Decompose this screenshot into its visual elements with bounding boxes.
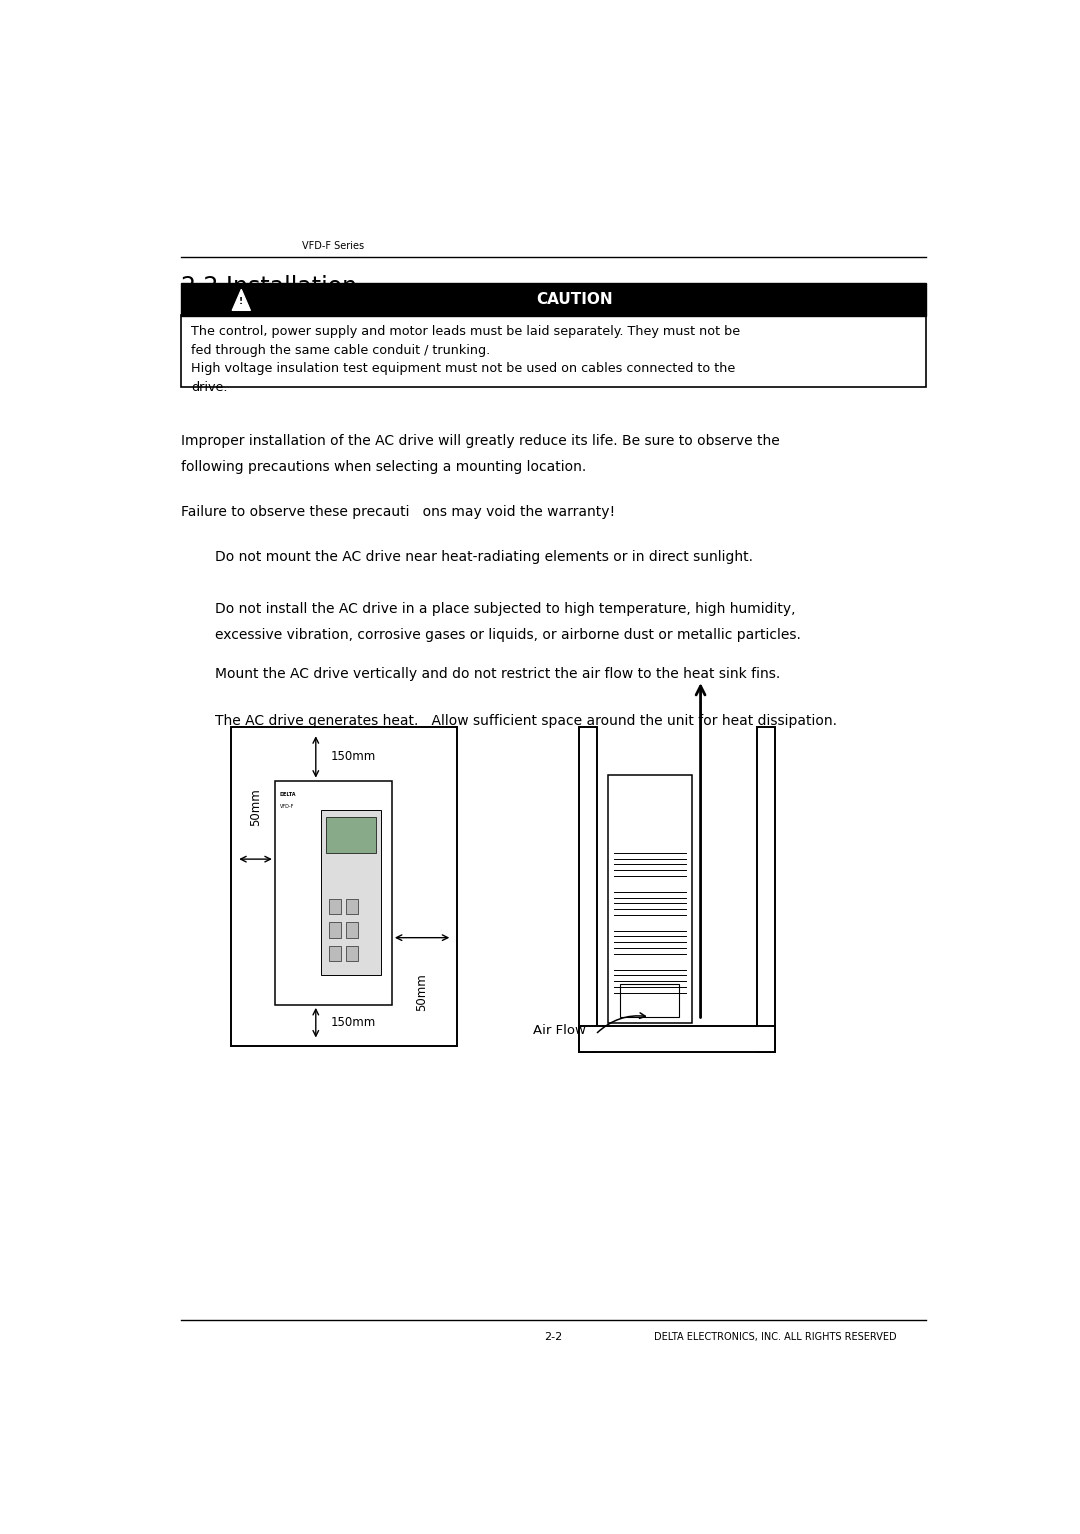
Text: 150mm: 150mm (330, 750, 376, 764)
Text: The control, power supply and motor leads must be laid separately. They must not: The control, power supply and motor lead… (191, 325, 740, 337)
Bar (579, 727, 597, 1052)
Text: 50mm: 50mm (416, 973, 429, 1011)
Bar (346, 946, 357, 962)
Text: fed through the same cable conduit / trunking.: fed through the same cable conduit / tru… (191, 344, 490, 356)
Bar (757, 727, 775, 1052)
Text: following precautions when selecting a mounting location.: following precautions when selecting a m… (181, 460, 586, 474)
Text: 2-2: 2-2 (544, 1332, 563, 1342)
Bar (231, 727, 457, 1046)
Text: DELTA: DELTA (280, 793, 296, 798)
Bar (608, 775, 691, 1023)
Bar (346, 899, 357, 914)
Text: VFD-F Series: VFD-F Series (302, 241, 365, 252)
Text: !: ! (240, 296, 243, 305)
Bar (329, 899, 341, 914)
Bar (329, 946, 341, 962)
Text: drive.: drive. (191, 382, 228, 394)
Text: 2.2 Installation: 2.2 Installation (181, 275, 357, 299)
Bar (620, 983, 679, 1017)
Text: Do not install the AC drive in a place subjected to high temperature, high humid: Do not install the AC drive in a place s… (215, 603, 795, 617)
Bar (326, 818, 376, 853)
Bar (329, 922, 341, 937)
Bar (579, 1026, 775, 1052)
Bar (346, 922, 357, 937)
Polygon shape (232, 290, 251, 310)
Text: excessive vibration, corrosive gases or liquids, or airborne dust or metallic pa: excessive vibration, corrosive gases or … (215, 629, 800, 643)
Text: DELTA ELECTRONICS, INC. ALL RIGHTS RESERVED: DELTA ELECTRONICS, INC. ALL RIGHTS RESER… (653, 1332, 896, 1342)
Text: 50mm: 50mm (249, 788, 262, 825)
Text: Do not mount the AC drive near heat-radiating elements or in direct sunlight.: Do not mount the AC drive near heat-radi… (215, 551, 753, 565)
Text: High voltage insulation test equipment must not be used on cables connected to t: High voltage insulation test equipment m… (191, 362, 735, 376)
Bar (274, 781, 392, 1005)
Text: 150mm: 150mm (330, 1016, 376, 1029)
Text: Failure to observe these precauti   ons may void the warranty!: Failure to observe these precauti ons ma… (181, 505, 616, 520)
Bar (321, 810, 381, 976)
Text: Improper installation of the AC drive will greatly reduce its life. Be sure to o: Improper installation of the AC drive wi… (181, 434, 780, 448)
Bar (181, 284, 926, 316)
Bar (181, 314, 926, 387)
Text: Mount the AC drive vertically and do not restrict the air flow to the heat sink : Mount the AC drive vertically and do not… (215, 667, 780, 681)
Text: Air Flow: Air Flow (532, 1025, 585, 1037)
Text: The AC drive generates heat.   Allow sufficient space around the unit for heat d: The AC drive generates heat. Allow suffi… (215, 715, 837, 729)
Text: VFD-F: VFD-F (280, 804, 294, 810)
Text: CAUTION: CAUTION (536, 293, 612, 307)
